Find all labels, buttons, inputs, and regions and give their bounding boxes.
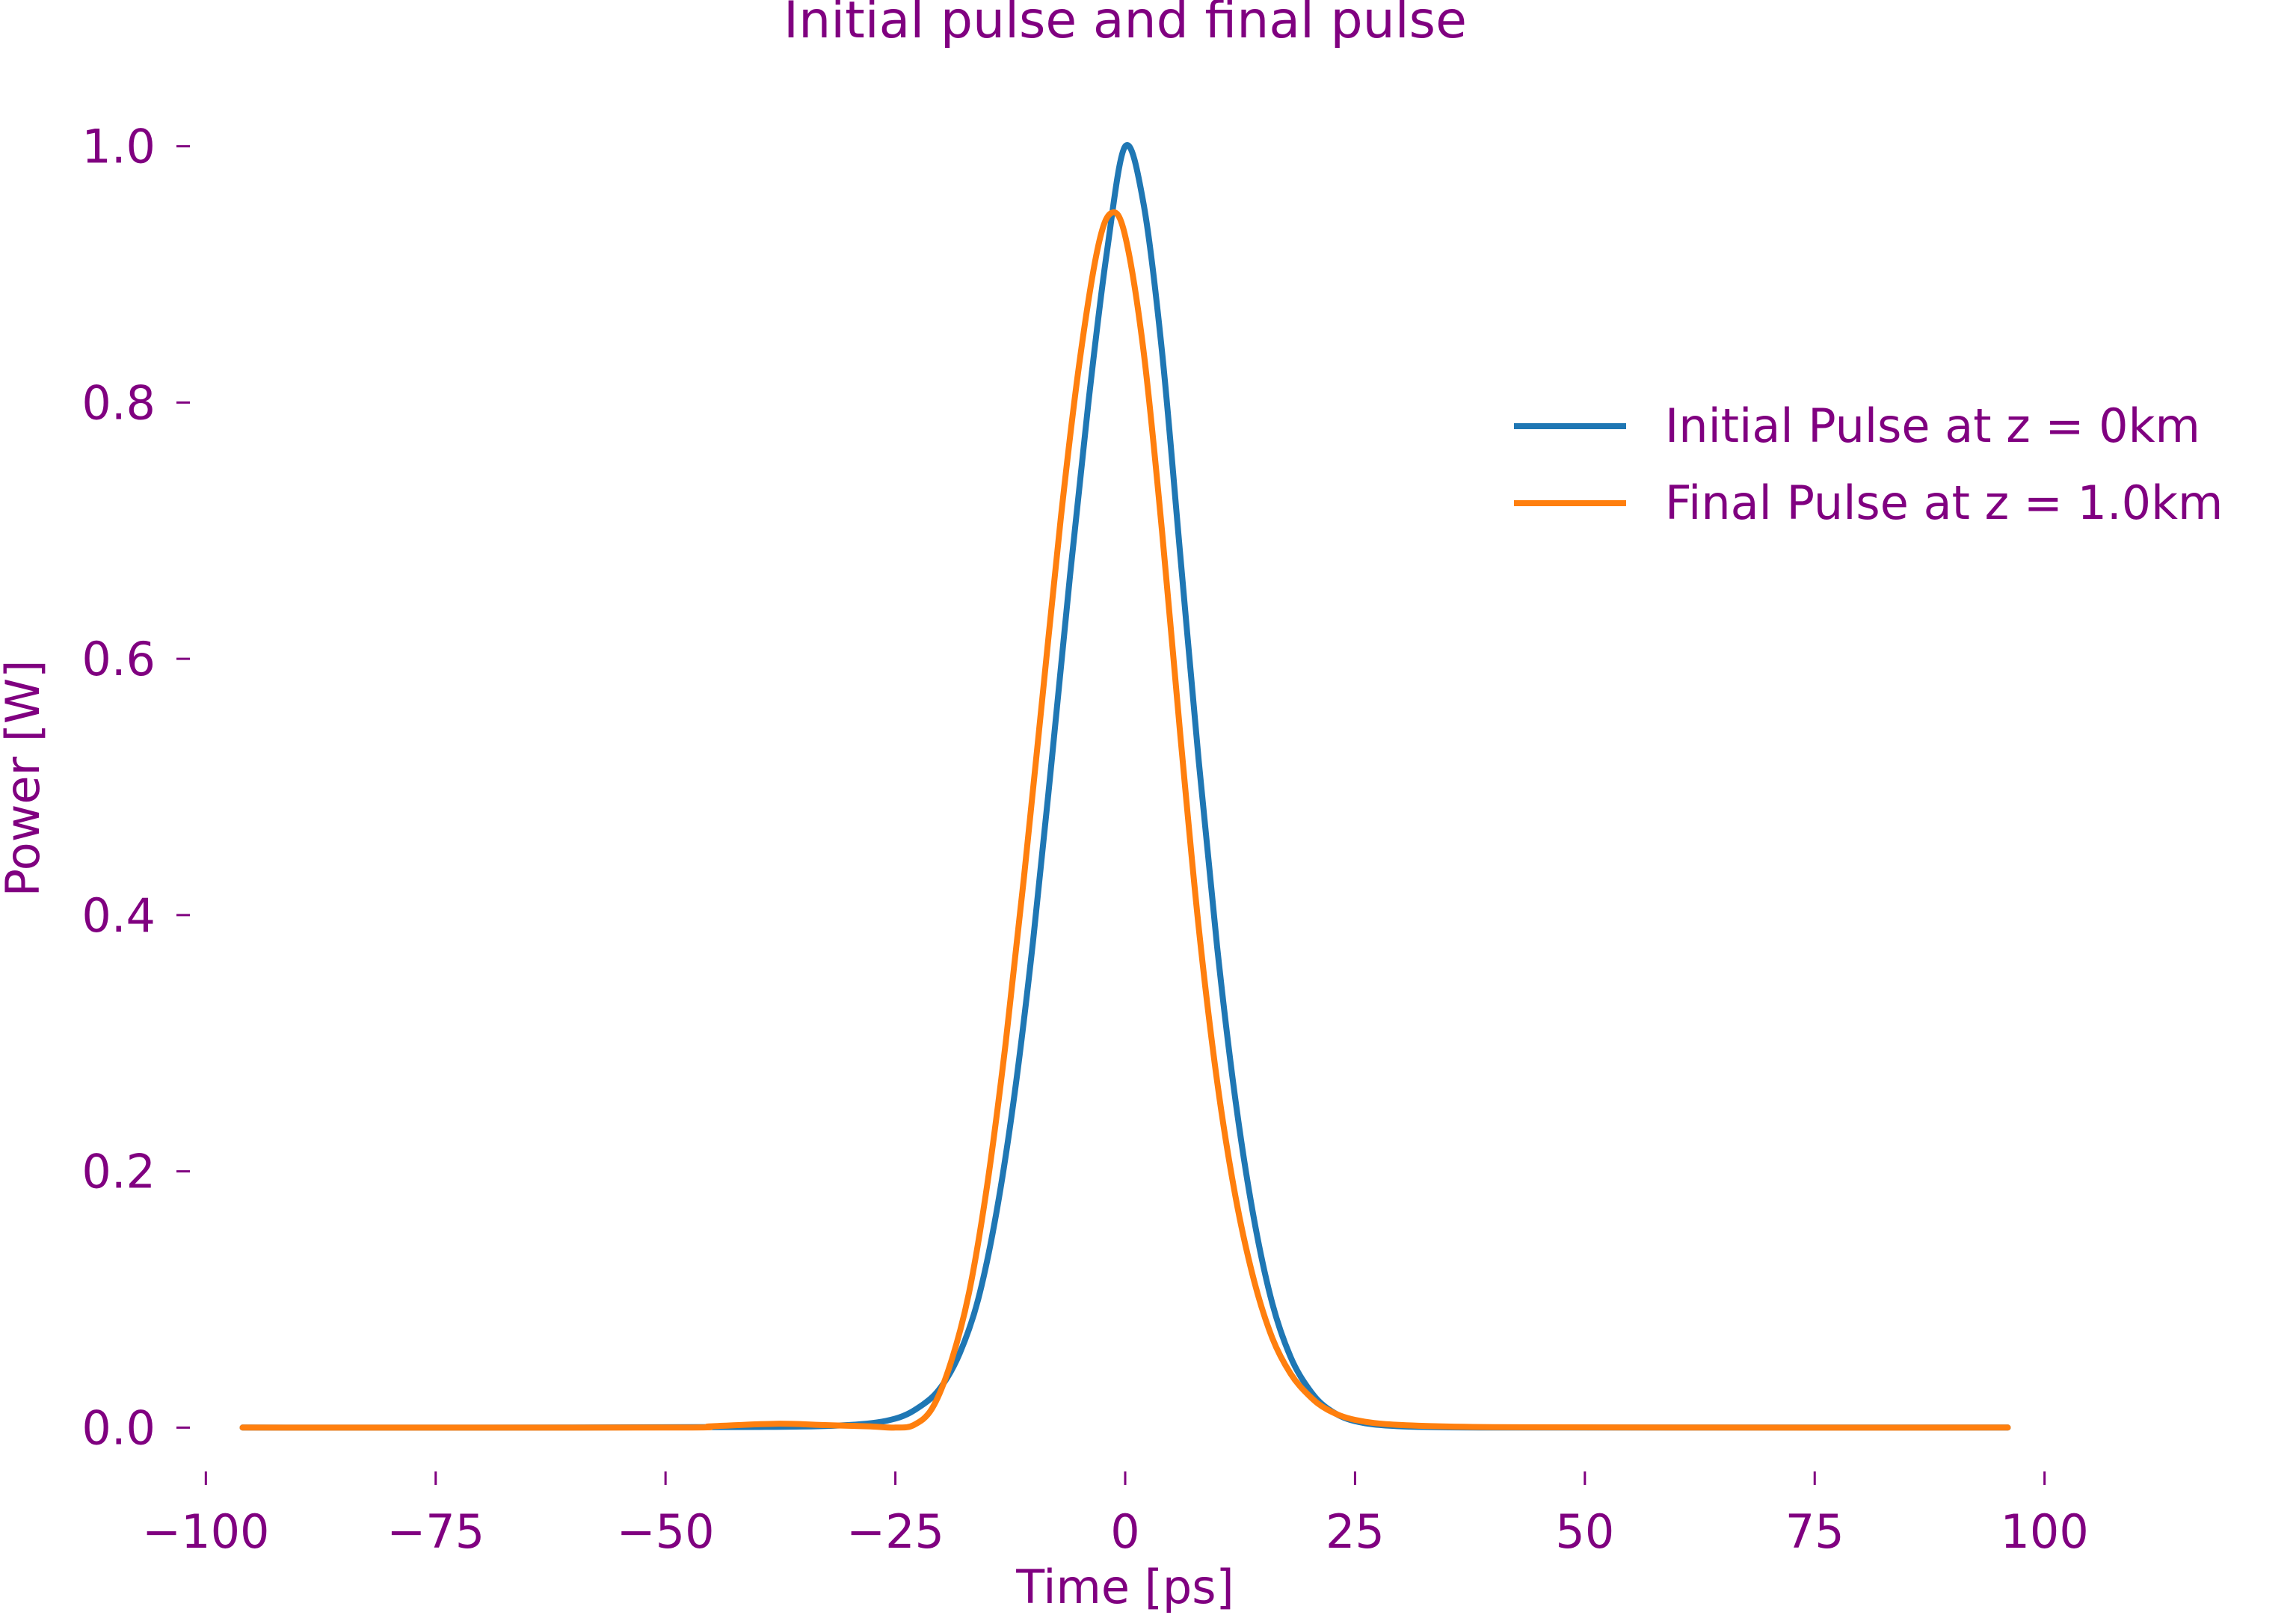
y-tick-label: 0.6 [81,632,156,686]
x-tick-label: 100 [2000,1504,2088,1559]
x-axis-label: Time [ps] [1015,1560,1234,1614]
y-axis: 0.0 0.2 0.4 0.6 0.8 1.0 [81,120,190,1455]
y-axis-label: Power [W] [0,660,50,897]
x-tick-label: −100 [142,1504,269,1559]
y-tick-label: 0.4 [81,888,156,943]
x-tick-label: 75 [1785,1504,1844,1559]
x-tick-label: −75 [387,1504,484,1559]
y-tick-label: 1.0 [81,120,156,174]
legend-label-initial: Initial Pulse at z = 0km [1665,399,2200,453]
plot-area [239,142,2011,1431]
legend: Initial Pulse at z = 0km Final Pulse at … [1514,399,2223,530]
legend-label-final: Final Pulse at z = 1.0km [1665,476,2223,530]
x-tick-label: 0 [1110,1504,1139,1559]
y-tick-label: 0.0 [81,1400,156,1455]
x-tick-label: 50 [1555,1504,1614,1559]
series-line-initial [239,142,2011,1431]
x-axis: −100 −75 −50 −25 0 25 50 75 100 [142,1471,2089,1559]
x-tick-label: 25 [1326,1504,1385,1559]
y-tick-label: 0.2 [81,1145,156,1199]
chart-title: Initial pulse and final pulse [784,0,1467,50]
y-tick-label: 0.8 [81,375,156,430]
series-line-final [239,209,2011,1431]
x-tick-label: −25 [846,1504,944,1559]
x-tick-label: −50 [617,1504,715,1559]
